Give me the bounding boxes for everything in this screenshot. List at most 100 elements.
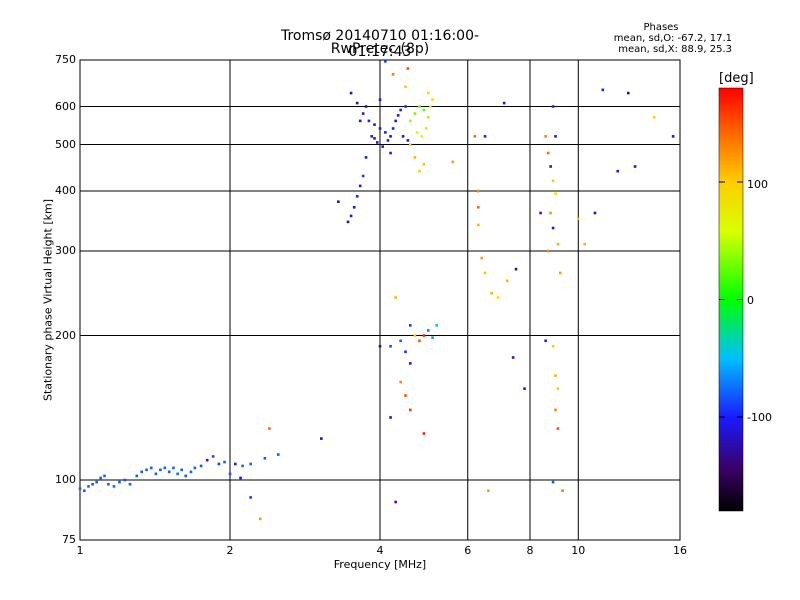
data-point bbox=[399, 380, 402, 384]
data-point bbox=[583, 242, 586, 246]
data-point bbox=[633, 165, 637, 168]
data-point bbox=[523, 387, 526, 390]
data-point bbox=[544, 135, 547, 138]
data-point bbox=[554, 192, 557, 195]
data-point bbox=[180, 468, 184, 472]
data-point bbox=[576, 217, 580, 221]
data-point bbox=[399, 339, 402, 343]
data-point bbox=[593, 211, 597, 215]
data-point bbox=[404, 105, 407, 108]
data-point bbox=[556, 427, 560, 430]
data-point bbox=[87, 485, 90, 488]
data-point bbox=[477, 189, 480, 193]
data-point bbox=[140, 470, 144, 474]
data-point bbox=[184, 474, 188, 478]
data-point bbox=[358, 119, 362, 123]
data-point bbox=[551, 105, 555, 108]
data-point bbox=[99, 476, 102, 480]
chart-title: Tromsø 20140710 01:16:00-01:17:43 bbox=[280, 28, 480, 60]
data-point bbox=[413, 334, 417, 337]
data-point bbox=[367, 119, 371, 123]
data-point bbox=[616, 169, 620, 173]
data-point bbox=[378, 98, 382, 101]
data-point bbox=[352, 205, 356, 209]
colorbar-tick-label: 0 bbox=[747, 294, 754, 307]
data-point bbox=[549, 165, 552, 168]
data-point bbox=[556, 242, 560, 246]
data-point bbox=[418, 105, 421, 108]
data-point bbox=[370, 135, 374, 138]
data-point bbox=[107, 482, 110, 486]
data-point bbox=[249, 462, 252, 466]
y-tick-label: 400 bbox=[55, 184, 76, 198]
data-point bbox=[408, 362, 412, 365]
data-point bbox=[154, 472, 158, 476]
data-point bbox=[404, 350, 407, 354]
data-point bbox=[551, 344, 555, 348]
data-point bbox=[429, 105, 432, 108]
data-point bbox=[546, 249, 550, 253]
x-tick-label: 10 bbox=[571, 544, 586, 557]
data-point bbox=[159, 468, 162, 472]
data-point bbox=[391, 73, 395, 76]
data-point bbox=[145, 468, 148, 472]
colorbar-label: [deg] bbox=[719, 71, 754, 86]
data-point bbox=[480, 256, 484, 260]
data-point bbox=[396, 114, 400, 117]
data-point bbox=[149, 466, 153, 470]
data-point bbox=[349, 91, 353, 95]
data-point bbox=[554, 374, 557, 377]
data-point bbox=[483, 271, 487, 275]
data-point bbox=[223, 460, 226, 464]
data-point bbox=[399, 108, 402, 112]
data-point bbox=[211, 455, 215, 458]
data-point bbox=[413, 112, 417, 115]
data-point bbox=[386, 139, 390, 142]
data-point bbox=[404, 394, 407, 397]
data-point bbox=[496, 296, 500, 299]
data-point bbox=[276, 453, 280, 456]
data-point bbox=[112, 485, 116, 488]
data-point bbox=[205, 458, 209, 462]
data-point bbox=[473, 135, 477, 138]
colorbar-ticks bbox=[719, 181, 743, 418]
data-point bbox=[408, 324, 412, 327]
data-point bbox=[239, 476, 242, 480]
x-axis-label: Frequency [MHz] bbox=[333, 558, 427, 571]
data-point bbox=[373, 137, 376, 140]
data-point bbox=[381, 145, 384, 148]
data-point bbox=[103, 474, 106, 478]
data-point bbox=[361, 112, 365, 115]
data-point bbox=[123, 478, 127, 482]
y-tick-label: 750 bbox=[55, 53, 76, 66]
data-point bbox=[424, 127, 428, 130]
data-point bbox=[384, 131, 387, 134]
data-point bbox=[199, 464, 203, 468]
data-point bbox=[91, 482, 94, 486]
data-point bbox=[556, 387, 560, 390]
data-point bbox=[389, 344, 392, 348]
data-point bbox=[389, 135, 392, 138]
colorbar-tick-label: -100 bbox=[747, 411, 772, 424]
data-point bbox=[418, 169, 421, 173]
data-point bbox=[320, 437, 323, 440]
data-point bbox=[554, 135, 557, 138]
data-point bbox=[549, 211, 552, 215]
data-point bbox=[408, 143, 412, 146]
data-point bbox=[241, 464, 244, 468]
x-tick-label: 6 bbox=[464, 544, 472, 557]
data-point bbox=[391, 127, 395, 130]
data-point bbox=[502, 101, 506, 105]
data-point bbox=[671, 135, 675, 138]
data-points bbox=[78, 60, 675, 521]
data-point bbox=[418, 339, 421, 343]
data-point bbox=[422, 108, 426, 112]
data-point bbox=[487, 489, 490, 493]
data-point bbox=[426, 115, 430, 119]
y-tick-label: 600 bbox=[55, 99, 76, 113]
data-point bbox=[406, 139, 410, 142]
x-tick-label: 8 bbox=[526, 544, 534, 557]
data-point bbox=[337, 200, 340, 204]
data-point bbox=[373, 123, 376, 126]
